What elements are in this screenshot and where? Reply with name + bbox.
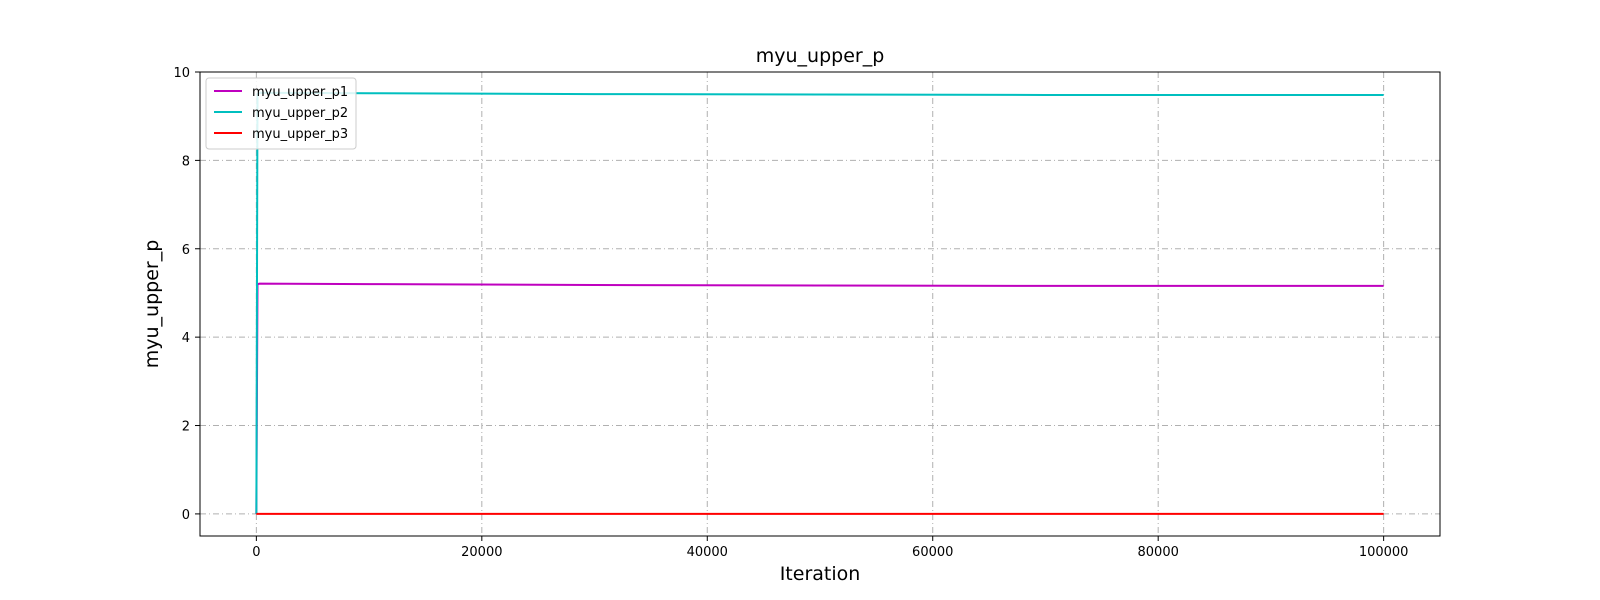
- series-line-2: [255, 91, 1384, 514]
- x-tick-label: 100000: [1359, 545, 1409, 560]
- y-tick-label: 6: [182, 243, 190, 258]
- y-axis-title: myu_upper_p: [141, 240, 163, 369]
- y-tick-label: 10: [173, 66, 190, 81]
- x-tick-label: 40000: [687, 545, 728, 560]
- plot-frame: [199, 71, 1441, 537]
- x-tick-label: 60000: [912, 545, 953, 560]
- tick-layer: 0 20000 40000 60000 80000 100000 0 2 4 6 8 10: [173, 66, 1408, 560]
- legend-label: myu_upper_p3: [252, 127, 348, 142]
- y-tick-label: 0: [182, 508, 190, 523]
- series-line-1: [255, 282, 1384, 514]
- x-tick-label: 80000: [1138, 545, 1179, 560]
- legend-label: myu_upper_p2: [252, 106, 348, 121]
- x-tick-label: 20000: [461, 545, 502, 560]
- legend-box: [205, 77, 357, 150]
- y-tick-label: 4: [182, 331, 190, 346]
- y-tick-label: 8: [182, 154, 190, 169]
- chart-title: myu_upper_p: [756, 45, 885, 67]
- legend-label: myu_upper_p1: [252, 85, 348, 100]
- series-layer: [255, 91, 1384, 515]
- y-tick-label: 2: [182, 420, 190, 435]
- legend: myu_upper_p1 myu_upper_p2 myu_upper_p3: [205, 77, 357, 150]
- x-tick-label: 0: [252, 545, 260, 560]
- x-axis-title: Iteration: [780, 563, 861, 585]
- grid-layer: [200, 71, 1440, 536]
